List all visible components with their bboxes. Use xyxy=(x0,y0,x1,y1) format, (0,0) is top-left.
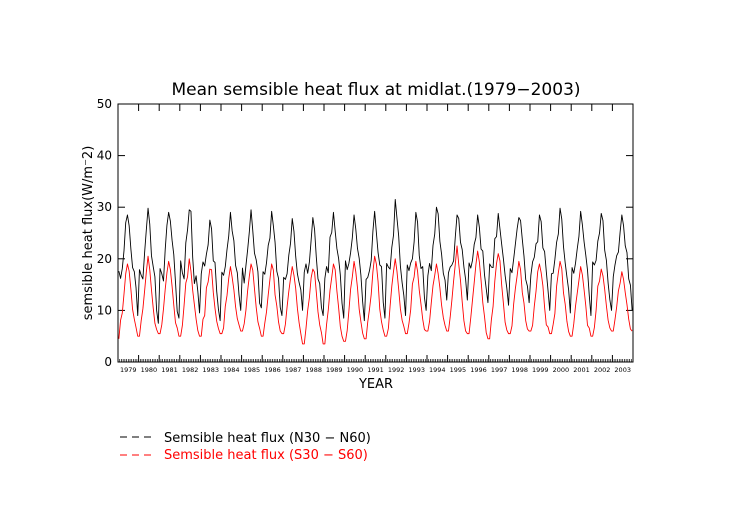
x-axis-label: YEAR xyxy=(358,377,393,392)
x-tick-label: 1986 xyxy=(264,366,281,374)
x-tick-label: 1999 xyxy=(532,366,549,374)
x-tick-label: 1989 xyxy=(326,366,343,374)
legend: Semsible heat flux (N30 − N60) Semsible … xyxy=(120,431,371,463)
x-axis: 1979 1980 1981 1982 1983 1984 1985 1986 1987 1988… xyxy=(117,104,634,374)
x-tick-label: 1987 xyxy=(285,366,302,374)
x-tick-label: 1988 xyxy=(305,366,322,374)
y-axis: 0 10 20 30 40 50 xyxy=(97,97,633,369)
series-line-s30-s60 xyxy=(118,245,633,345)
x-tick-label: 1990 xyxy=(347,366,364,374)
y-tick-label: 30 xyxy=(97,200,112,214)
plot-frame xyxy=(117,103,634,363)
y-tick-label: 0 xyxy=(104,355,112,369)
x-tick-label: 1996 xyxy=(470,366,487,374)
x-tick-label: 2000 xyxy=(553,366,570,374)
x-tick-label: 2002 xyxy=(594,366,611,374)
x-tick-label: 1995 xyxy=(450,366,467,374)
y-tick-label: 10 xyxy=(97,303,112,317)
y-tick-label: 20 xyxy=(97,252,112,266)
x-tick-label: 1981 xyxy=(161,366,178,374)
x-tick-label: 1998 xyxy=(511,366,528,374)
series-layer xyxy=(118,199,633,345)
legend-label-s30-s60: Semsible heat flux (S30 − S60) xyxy=(164,448,368,463)
chart-title: Mean semsible heat flux at midlat.(1979−… xyxy=(171,80,580,100)
x-tick-label: 1992 xyxy=(388,366,405,374)
legend-entry-s30-s60: Semsible heat flux (S30 − S60) xyxy=(120,448,368,463)
y-axis-label: semsible heat flux(W/m⁻2) xyxy=(81,146,96,321)
x-tick-label: 1991 xyxy=(367,366,384,374)
y-tick-label: 50 xyxy=(97,97,112,111)
legend-entry-n30-n60: Semsible heat flux (N30 − N60) xyxy=(120,431,371,446)
x-tick-label: 1993 xyxy=(408,366,425,374)
x-tick-label: 1979 xyxy=(120,366,137,374)
x-tick-label: 2003 xyxy=(614,366,631,374)
x-tick-label: 1985 xyxy=(244,366,261,374)
x-tick-label: 1997 xyxy=(491,366,508,374)
x-tick-label: 1980 xyxy=(141,366,158,374)
x-tick-label: 1994 xyxy=(429,366,446,374)
x-tick-label: 2001 xyxy=(573,366,590,374)
series-line-n30-n60 xyxy=(118,199,633,324)
y-tick-label: 40 xyxy=(97,149,112,163)
legend-label-n30-n60: Semsible heat flux (N30 − N60) xyxy=(164,431,371,446)
x-tick-label: 1984 xyxy=(223,366,240,374)
x-tick-label: 1983 xyxy=(202,366,219,374)
x-tick-label: 1982 xyxy=(182,366,199,374)
